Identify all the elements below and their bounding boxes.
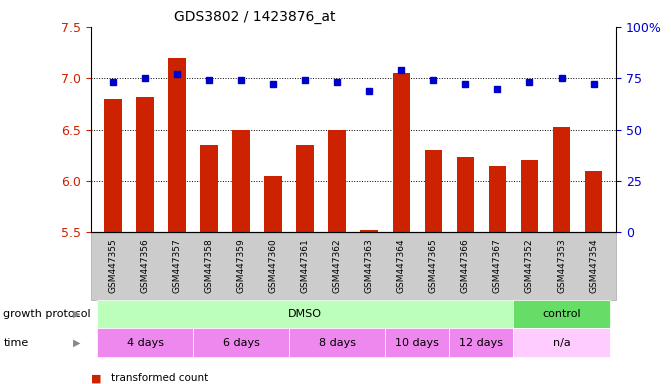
Bar <box>328 130 346 232</box>
Bar <box>136 97 154 232</box>
Text: growth protocol: growth protocol <box>3 309 91 319</box>
Bar <box>232 130 250 232</box>
Bar <box>553 126 570 232</box>
Bar <box>521 161 538 232</box>
Bar <box>264 176 282 232</box>
Bar <box>201 145 218 232</box>
Bar <box>456 157 474 232</box>
Text: transformed count: transformed count <box>111 373 208 383</box>
Text: control: control <box>542 309 581 319</box>
Bar <box>393 73 410 232</box>
Text: ■: ■ <box>91 373 101 383</box>
Text: 6 days: 6 days <box>223 338 260 348</box>
Text: GDS3802 / 1423876_at: GDS3802 / 1423876_at <box>174 10 336 23</box>
Text: DMSO: DMSO <box>289 309 322 319</box>
Bar <box>584 171 603 232</box>
Text: 8 days: 8 days <box>319 338 356 348</box>
Bar <box>360 230 378 232</box>
Bar <box>425 150 442 232</box>
Text: ▶: ▶ <box>73 338 81 348</box>
Text: 10 days: 10 days <box>395 338 440 348</box>
Text: time: time <box>3 338 29 348</box>
Text: n/a: n/a <box>553 338 570 348</box>
Bar <box>488 166 506 232</box>
Text: ▶: ▶ <box>73 309 81 319</box>
Bar <box>104 99 122 232</box>
Text: 12 days: 12 days <box>460 338 503 348</box>
Bar <box>297 145 314 232</box>
Text: 4 days: 4 days <box>127 338 164 348</box>
Bar <box>168 58 186 232</box>
